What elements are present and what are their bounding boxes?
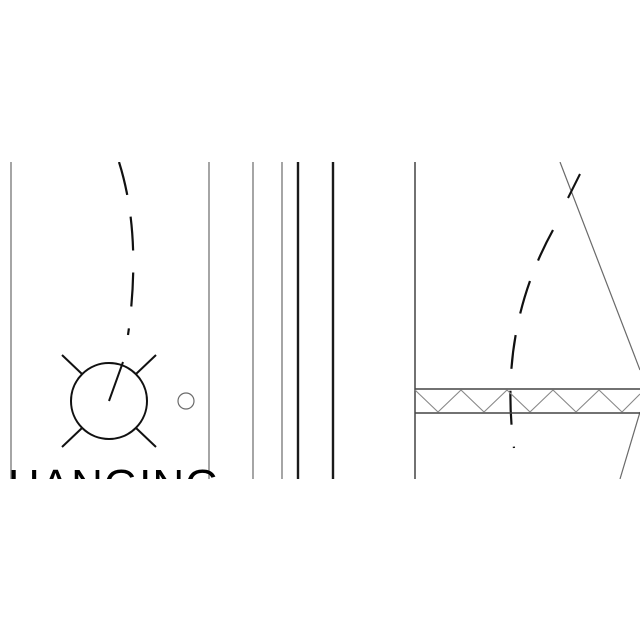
diagonal-line (559, 162, 640, 371)
truss-band (414, 388, 640, 414)
light-fixture-icon (61, 354, 157, 448)
diagonal-line-lower (619, 411, 640, 479)
break-mark (567, 173, 581, 199)
hanging-label: HANGING (8, 461, 220, 510)
door-swing-arc (117, 162, 135, 336)
switch-symbol-icon (177, 392, 195, 410)
door-swing-arc-right (509, 229, 554, 449)
